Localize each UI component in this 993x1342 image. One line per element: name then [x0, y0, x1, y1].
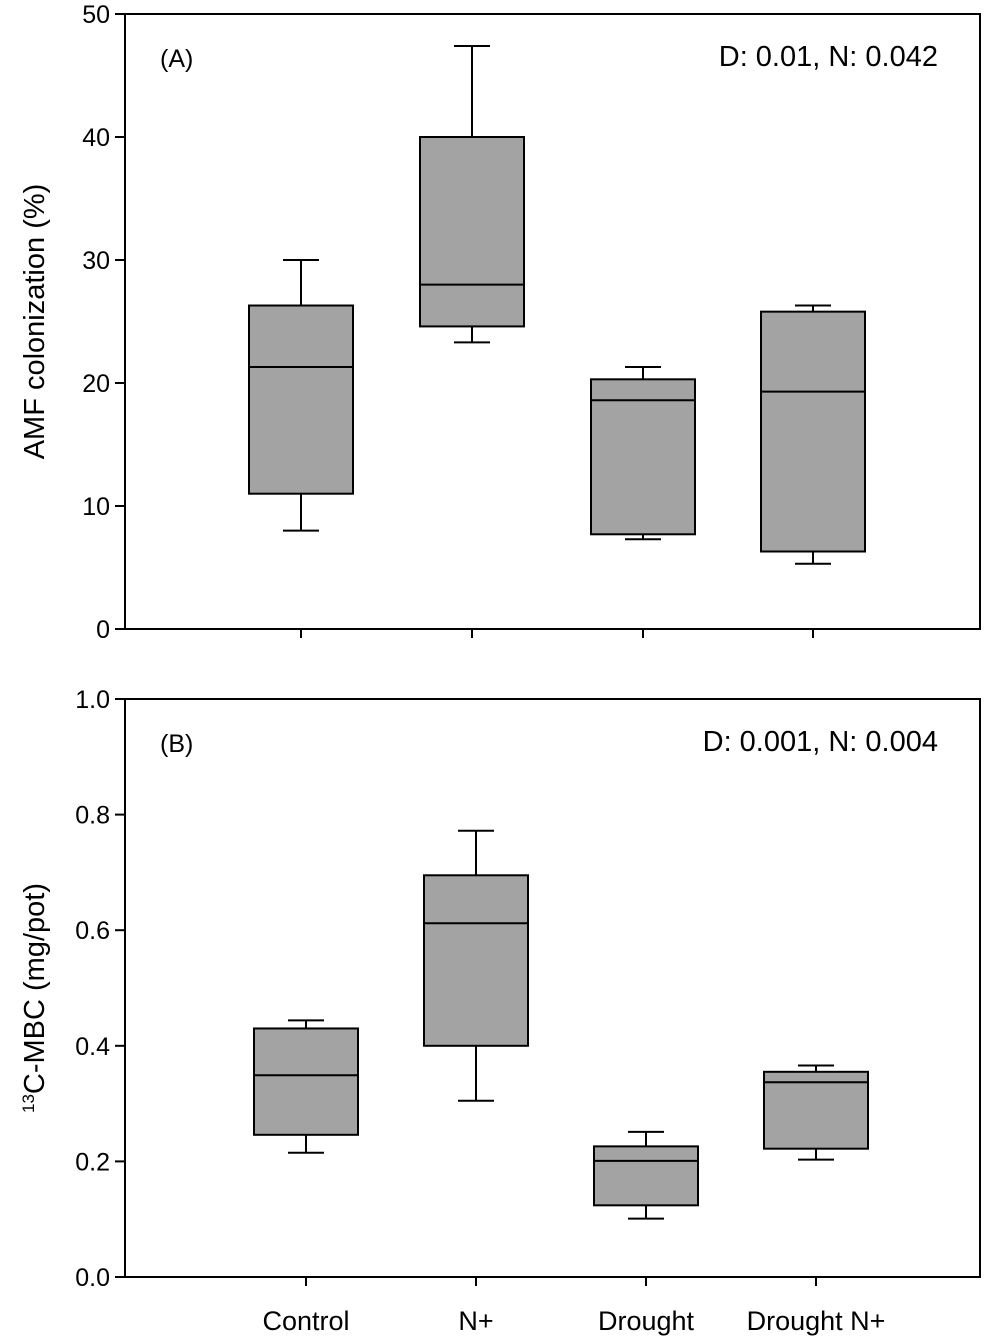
- panel-b-y-axis-title-sup: 13: [19, 1094, 38, 1113]
- panel-a-y-tick-label: 40: [82, 124, 110, 152]
- panel-a-box-group: [248, 259, 354, 532]
- panel-a-box: [419, 136, 525, 328]
- panel-b-box: [253, 1027, 359, 1136]
- panel-b-box-group: [253, 1019, 359, 1154]
- panel-b-y-axis-title-main: C-MBC (mg/pot): [19, 883, 51, 1094]
- panel-a-y-axis-title: AMF colonization (%): [19, 184, 51, 460]
- panel-b-category-label: Drought: [598, 1306, 695, 1336]
- panel-a-box-group: [419, 44, 525, 344]
- panel-b-y-tick-label: 0.6: [75, 917, 110, 945]
- panel-a-y-tick-label: 0: [96, 616, 110, 644]
- panel-a-box-group: [590, 366, 696, 541]
- panel-a-y-tick-label: 50: [82, 1, 110, 29]
- panel-a-annotation: D: 0.01, N: 0.042: [719, 41, 938, 73]
- panel-a-box-group: [760, 304, 866, 565]
- panel-b-category-label: Drought N+: [747, 1306, 886, 1336]
- panel-b-box-group: [423, 829, 529, 1102]
- panel-b-annotation: D: 0.001, N: 0.004: [703, 726, 938, 758]
- panel-b-y-tick-label: 0.8: [75, 802, 110, 830]
- panel-b-y-tick-label: 0.0: [75, 1264, 110, 1292]
- panel-a-box: [590, 378, 696, 536]
- panel-a-box: [248, 304, 354, 495]
- panel-b-box: [763, 1070, 869, 1150]
- panel-a-box: [760, 310, 866, 553]
- panel-a-y-tick-label: 20: [82, 370, 110, 398]
- panel-b-category-label: Control: [262, 1306, 349, 1336]
- panel-b-y-tick-label: 0.2: [75, 1148, 110, 1176]
- panel-a: 0 10 20 30 40 50 AMF colonization (%) (A) D: 0.0…: [19, 1, 981, 644]
- panel-a-y-tick-label: 30: [82, 247, 110, 275]
- panel-a-plot-frame: [124, 13, 981, 630]
- panel-b: 0.0 0.2 0.4 0.6 0.8 1.0 13C-MBC (mg/pot) (B) D: …: [19, 686, 981, 1336]
- panel-b-y-tick-label: 1.0: [75, 686, 110, 714]
- panel-b-box-group: [763, 1064, 869, 1161]
- panel-b-y-tick-label: 0.4: [75, 1033, 110, 1061]
- panel-a-panel-label: (A): [160, 45, 193, 73]
- panel-b-box-group: [593, 1130, 699, 1220]
- panel-b-box: [423, 874, 529, 1047]
- panel-b-box: [593, 1145, 699, 1207]
- panel-b-plot-frame: [124, 698, 981, 1278]
- panel-b-category-label: N+: [458, 1306, 493, 1336]
- panel-a-y-tick-label: 10: [82, 493, 110, 521]
- panel-b-panel-label: (B): [160, 730, 193, 758]
- panel-b-y-axis-title: 13C-MBC (mg/pot): [19, 883, 51, 1113]
